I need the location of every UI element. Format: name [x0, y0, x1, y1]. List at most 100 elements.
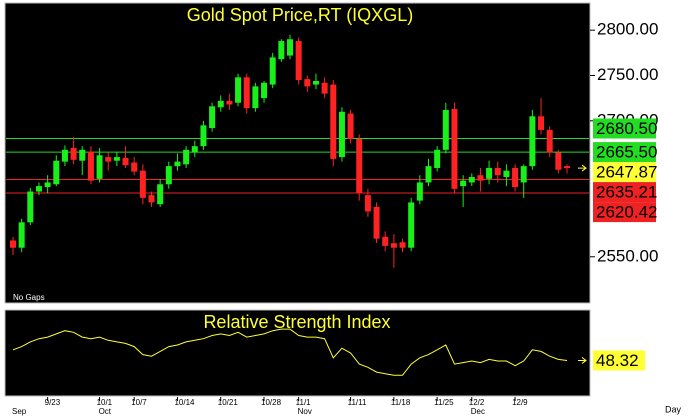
month-label: Dec	[471, 407, 485, 416]
candle-body	[356, 138, 363, 194]
candle-body	[113, 157, 120, 161]
candle-body	[399, 242, 406, 248]
candle-body	[382, 236, 389, 246]
value-box	[593, 182, 656, 203]
candle-body	[486, 167, 493, 179]
gap-note: No Gaps	[13, 293, 45, 302]
candle-body	[226, 100, 233, 105]
value-box	[593, 118, 656, 139]
candle-body	[174, 161, 181, 167]
candle-body	[520, 166, 527, 183]
candle-body	[373, 206, 380, 239]
x-tick-label: 10/7	[131, 398, 147, 407]
candle-body	[364, 195, 371, 212]
candle-body	[304, 79, 311, 87]
x-tick-label: 9/23	[45, 398, 61, 407]
candle-body	[35, 186, 42, 192]
value-box	[593, 202, 656, 223]
candle-body	[287, 39, 293, 56]
candle-body	[18, 222, 25, 248]
candle-body	[87, 151, 94, 181]
rsi-value-label: 48.32	[596, 351, 639, 370]
candle-body	[44, 182, 51, 187]
candle-body	[312, 80, 319, 85]
candle-body	[200, 125, 207, 147]
candle-body	[183, 149, 190, 165]
interval-label: Day	[665, 404, 682, 414]
candle-body	[157, 184, 164, 205]
candle-body	[209, 106, 216, 129]
candle-body	[434, 149, 441, 168]
value-box-label: 2620.42	[596, 203, 657, 222]
x-tick-label: 11/18	[391, 398, 411, 407]
y-tick-label: 2750.00	[597, 65, 658, 84]
candle-body	[70, 148, 77, 160]
candle-body	[10, 240, 16, 248]
candle-body	[425, 166, 432, 183]
candle-body	[295, 41, 302, 81]
candle-body	[122, 157, 129, 166]
value-box	[593, 162, 656, 183]
candle-body	[217, 100, 224, 108]
candle-body	[451, 109, 458, 189]
x-tick-label: 11/1	[296, 398, 312, 407]
x-tick-label: 10/21	[218, 398, 239, 407]
y-tick-label: 2550.00	[597, 246, 658, 265]
candle-body	[321, 82, 328, 94]
candle-body	[269, 57, 276, 85]
candle-body	[555, 152, 562, 170]
candle-body	[61, 149, 68, 162]
candle-body	[546, 129, 553, 153]
x-tick-label: 10/14	[174, 398, 195, 407]
value-box-label: 2635.21	[596, 183, 657, 202]
candle-body	[529, 116, 536, 167]
rsi-title: Relative Strength Index	[203, 312, 390, 332]
candle-body	[494, 167, 501, 176]
candle-body	[235, 77, 242, 103]
candle-body	[165, 166, 172, 185]
x-tick-label: 11/11	[348, 398, 367, 407]
month-label: Nov	[298, 407, 312, 416]
candle-body	[330, 84, 337, 159]
rsi-panel	[4, 309, 591, 397]
candle-body	[278, 41, 285, 60]
month-label: Sep	[12, 407, 27, 416]
month-label: Oct	[99, 407, 112, 416]
chart-title: Gold Spot Price,RT (IQXGL)	[187, 5, 413, 25]
rsi-line	[12, 328, 568, 376]
candle-body	[191, 146, 198, 153]
value-box-label: 2647.87	[596, 163, 657, 182]
candle-body	[347, 113, 354, 139]
candle-body	[105, 157, 112, 162]
candle-body	[416, 182, 423, 201]
candle-body	[538, 116, 545, 130]
x-tick-label: 12/2	[469, 398, 485, 407]
candle-body	[139, 170, 146, 198]
candle-body	[408, 202, 415, 248]
candle-body	[468, 177, 475, 183]
x-tick-label: 10/1	[97, 398, 113, 407]
candle-body	[261, 82, 268, 99]
price-marker	[578, 164, 587, 172]
y-tick-label: 2800.00	[597, 20, 658, 39]
candle-body	[338, 111, 345, 158]
candle-body	[252, 86, 259, 109]
candle-body	[477, 175, 484, 181]
rsi-value-box	[593, 350, 645, 371]
candle-body	[96, 155, 103, 179]
candle-body	[243, 77, 250, 109]
rsi-marker	[578, 357, 587, 364]
value-box-label: 2680.50	[596, 119, 657, 138]
candle-body	[512, 167, 519, 187]
value-box	[593, 142, 656, 163]
candle-body	[503, 170, 510, 178]
candle-body	[79, 149, 86, 161]
candle-body	[564, 166, 570, 169]
candle-body	[53, 160, 60, 185]
candle-body	[148, 195, 155, 203]
x-tick-label: 12/9	[512, 398, 528, 407]
candle-body	[390, 243, 397, 248]
candle-body	[442, 109, 449, 150]
x-tick-label: 10/28	[261, 398, 282, 407]
